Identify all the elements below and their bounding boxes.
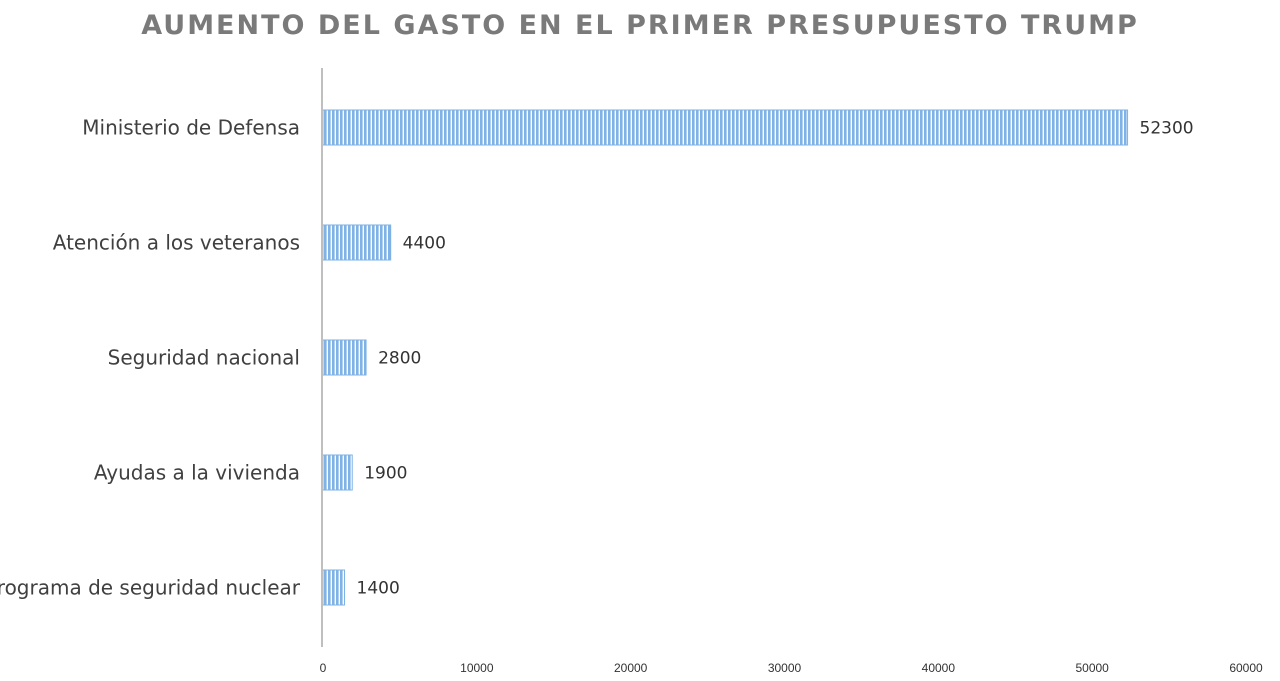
data-label: 1400 [357, 579, 400, 599]
data-label: 52300 [1140, 119, 1194, 139]
x-tick-label: 40000 [922, 661, 956, 675]
data-label: 1900 [364, 464, 407, 484]
x-tick-label: 10000 [460, 661, 494, 675]
bar [322, 569, 346, 606]
bars-layer [322, 109, 1129, 606]
x-tick-label: 20000 [614, 661, 648, 675]
x-tick-label: 0 [320, 661, 327, 675]
bar [322, 109, 1129, 146]
bar [322, 224, 392, 261]
data-label: 2800 [378, 349, 421, 369]
category-label: Programa de seguridad nuclear [0, 576, 301, 600]
category-label: Atención a los veteranos [53, 231, 300, 255]
chart-title: AUMENTO DEL GASTO EN EL PRIMER PRESUPUES… [141, 10, 1139, 41]
category-label: Seguridad nacional [108, 346, 300, 370]
bar [322, 339, 367, 376]
x-axis-tick-labels: 0 10000 20000 30000 40000 50000 60000 [320, 661, 1263, 675]
x-tick-label: 30000 [768, 661, 802, 675]
data-label: 4400 [403, 234, 446, 254]
category-label: Ministerio de Defensa [82, 116, 300, 140]
bar [322, 454, 353, 491]
x-tick-label: 60000 [1229, 661, 1263, 675]
category-labels: Ministerio de Defensa Atención a los vete… [0, 116, 301, 600]
category-label: Ayudas a la vivienda [94, 461, 300, 485]
value-labels: 52300 4400 2800 1900 1400 [357, 119, 1194, 599]
x-tick-label: 50000 [1075, 661, 1109, 675]
